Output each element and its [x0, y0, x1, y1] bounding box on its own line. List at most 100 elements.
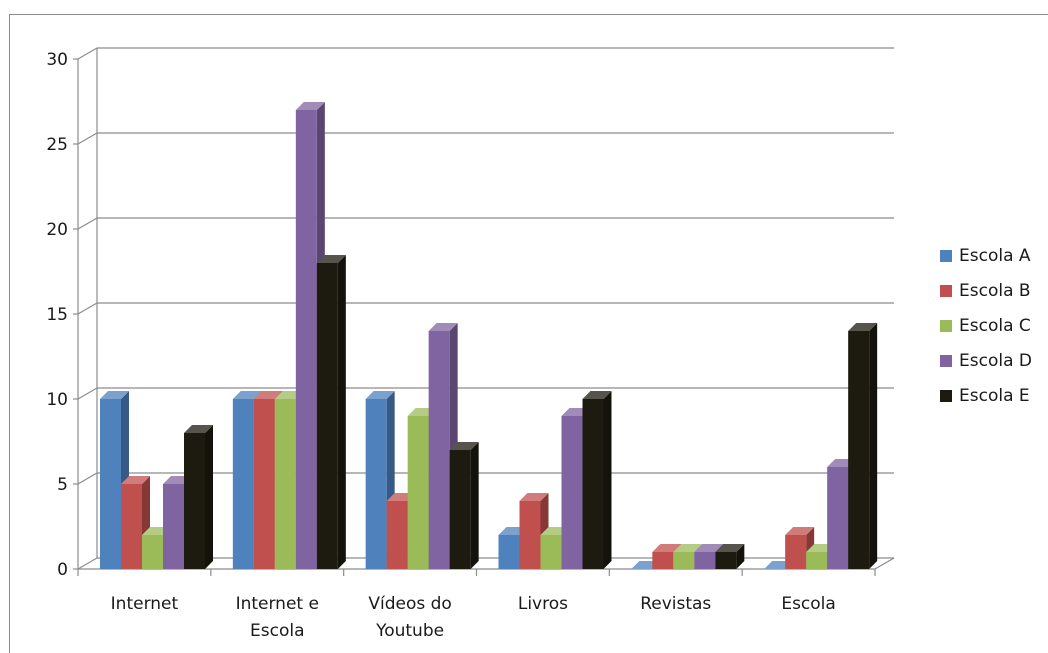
bar-top — [519, 493, 549, 501]
legend-label: Escola C — [959, 315, 1031, 336]
legend-label: Escola A — [959, 245, 1031, 266]
bar-front — [561, 416, 583, 569]
y-tick-label: 5 — [57, 475, 68, 495]
bar-front — [540, 535, 562, 569]
y-tick-label: 25 — [46, 135, 68, 155]
legend-swatch — [940, 249, 952, 262]
bar-front — [184, 433, 205, 569]
bar-front — [407, 416, 429, 569]
y-tick-label: 0 — [57, 560, 68, 580]
legend-swatch — [940, 354, 952, 367]
bar-front — [386, 501, 408, 569]
bar-side — [736, 544, 745, 569]
bar-front — [652, 552, 674, 569]
bar-side — [470, 442, 479, 569]
bar-top — [121, 476, 150, 484]
gridline-depth — [77, 557, 98, 570]
bar-top — [232, 391, 262, 399]
legend-swatch — [940, 284, 952, 297]
bars — [100, 102, 878, 569]
bar-front — [806, 552, 828, 569]
x-tick-label: Escola — [781, 594, 836, 614]
bar-top — [253, 391, 283, 399]
bar-front — [785, 535, 807, 569]
bar-top — [652, 544, 682, 552]
gridlines — [77, 47, 894, 570]
bar-front — [316, 263, 338, 569]
legend-label: Escola E — [959, 385, 1030, 406]
bar-front — [253, 399, 275, 569]
gridline-depth — [77, 217, 98, 230]
legend-swatch — [940, 389, 952, 402]
bar-top — [582, 391, 612, 399]
bar-front — [673, 552, 695, 569]
y-tick-label: 15 — [46, 305, 68, 325]
x-tick-label: Revistas — [640, 594, 711, 614]
bar-front — [274, 399, 296, 569]
x-axis-depth-line — [874, 557, 895, 570]
bar-front — [100, 399, 121, 569]
legend-swatch — [940, 319, 952, 332]
y-tick-label: 10 — [46, 390, 68, 410]
bar-top — [295, 102, 325, 110]
bar-top — [694, 544, 724, 552]
chart-frame — [9, 14, 1048, 653]
x-tick-label: Livros — [518, 594, 568, 614]
x-tick-label: Escola — [250, 621, 305, 641]
legend: Escola A Escola B Escola C Escola D Esco… — [940, 238, 1032, 413]
y-tick-label: 30 — [46, 50, 68, 70]
bar-front — [142, 535, 163, 569]
bar-top — [715, 544, 745, 552]
x-tick-label: Internet e — [236, 594, 319, 614]
bar-front — [121, 484, 142, 569]
bar-top — [184, 425, 213, 433]
y-tick-label: 20 — [46, 220, 68, 240]
bar-side — [337, 255, 346, 569]
bar-top — [428, 323, 458, 331]
gridline-depth — [77, 132, 98, 145]
bar-front — [498, 535, 520, 569]
x-tick-label: Youtube — [375, 621, 444, 641]
legend-item-escola-b: Escola B — [940, 273, 1032, 308]
bar-top — [100, 391, 129, 399]
x-tick-label: Internet — [111, 594, 179, 614]
bar-top — [449, 442, 479, 450]
legend-item-escola-e: Escola E — [940, 378, 1032, 413]
legend-item-escola-d: Escola D — [940, 343, 1032, 378]
bar-front — [449, 450, 471, 569]
bar-side — [603, 391, 612, 569]
bar-front — [848, 331, 870, 569]
bar-top — [316, 255, 346, 263]
legend-label: Escola B — [959, 280, 1031, 301]
bar-front — [295, 110, 317, 569]
bar-front — [365, 399, 387, 569]
bar-top — [785, 527, 815, 535]
axis-labels: 0 5 10 15 20 25 30 Internet Internet e Escola Víde… — [46, 50, 835, 641]
bar — [449, 442, 479, 569]
bar — [848, 323, 878, 569]
bar-front — [827, 467, 849, 569]
bar-front — [582, 399, 604, 569]
bar — [184, 425, 213, 569]
bar — [715, 544, 745, 569]
bar — [316, 255, 346, 569]
bar-front — [715, 552, 737, 569]
gridline-depth — [77, 302, 98, 315]
gridline-depth — [77, 472, 98, 485]
bar — [582, 391, 612, 569]
bar-top — [365, 391, 395, 399]
bar-front — [519, 501, 541, 569]
bar-side — [869, 323, 878, 569]
legend-label: Escola D — [959, 350, 1032, 371]
bar-front — [232, 399, 254, 569]
legend-item-escola-c: Escola C — [940, 308, 1032, 343]
bar-front — [163, 484, 184, 569]
bar-front — [694, 552, 716, 569]
bar-front — [428, 331, 450, 569]
gridline-depth — [77, 47, 98, 60]
bar-top — [673, 544, 703, 552]
x-tick-label: Vídeos do — [368, 594, 451, 614]
gridline-depth — [77, 387, 98, 400]
bar-top — [848, 323, 878, 331]
